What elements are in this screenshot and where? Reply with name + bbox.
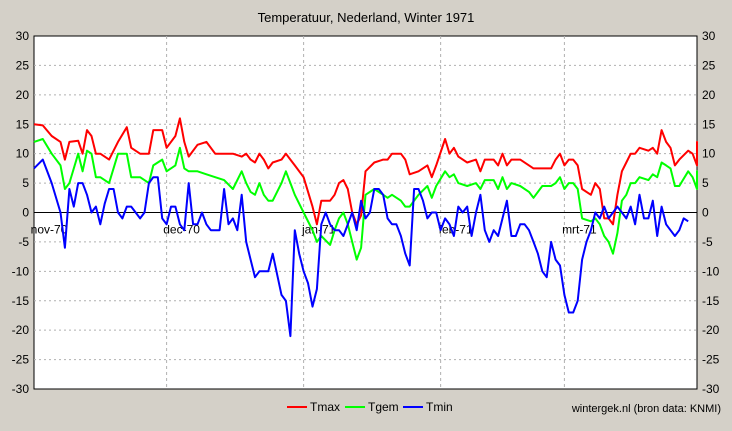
y-tick-label-right: 30 bbox=[702, 29, 716, 43]
legend-label-tmax: Tmax bbox=[310, 400, 340, 414]
y-tick-label-left: 5 bbox=[22, 176, 29, 190]
y-tick-label-left: -25 bbox=[12, 353, 30, 367]
x-tick-label: dec-70 bbox=[163, 223, 200, 237]
y-tick-label-left: 25 bbox=[16, 58, 30, 72]
series-tmax bbox=[33, 117, 698, 226]
y-tick-label-right: 20 bbox=[702, 88, 716, 102]
y-tick-label-right: 0 bbox=[702, 206, 709, 220]
y-tick-label-left: -10 bbox=[12, 264, 30, 278]
y-tick-label-left: -5 bbox=[18, 235, 29, 249]
y-tick-label-right: -25 bbox=[702, 353, 720, 367]
legend: Tmax Tgem Tmin bbox=[287, 400, 453, 414]
chart-title: Temperatuur, Nederland, Winter 1971 bbox=[258, 10, 475, 25]
y-tick-label-left: 10 bbox=[16, 147, 30, 161]
y-tick-label-right: -30 bbox=[702, 382, 720, 396]
y-tick-label-right: 25 bbox=[702, 58, 716, 72]
y-tick-label-left: -20 bbox=[12, 323, 30, 337]
legend-label-tgem: Tgem bbox=[368, 400, 399, 414]
y-tick-label-left: 30 bbox=[16, 29, 30, 43]
y-tick-label-right: -20 bbox=[702, 323, 720, 337]
y-tick-label-left: -30 bbox=[12, 382, 30, 396]
y-tick-label-right: 10 bbox=[702, 147, 716, 161]
y-tick-label-right: -15 bbox=[702, 294, 720, 308]
y-tick-label-right: 15 bbox=[702, 117, 716, 131]
y-tick-label-right: -10 bbox=[702, 264, 720, 278]
x-tick-label: nov-70 bbox=[31, 223, 68, 237]
y-tick-label-left: -15 bbox=[12, 294, 30, 308]
series-tmin bbox=[33, 158, 689, 338]
y-tick-label-left: 20 bbox=[16, 88, 30, 102]
series-lines bbox=[33, 117, 698, 338]
source-credit: wintergek.nl (bron data: KNMI) bbox=[571, 403, 721, 415]
y-tick-label-right: 5 bbox=[702, 176, 709, 190]
axes: 30 30 25 25 20 20 15 15 10 10 5 5 0 0 -5 -5 -10 -10 -15 -15… bbox=[12, 29, 720, 396]
x-tick-label: mrt-71 bbox=[562, 223, 597, 237]
y-tick-label-left: 15 bbox=[16, 117, 30, 131]
series-tgem bbox=[33, 138, 698, 261]
y-tick-label-right: -5 bbox=[702, 235, 713, 249]
legend-label-tmin: Tmin bbox=[426, 400, 453, 414]
y-tick-label-left: 0 bbox=[22, 206, 29, 220]
